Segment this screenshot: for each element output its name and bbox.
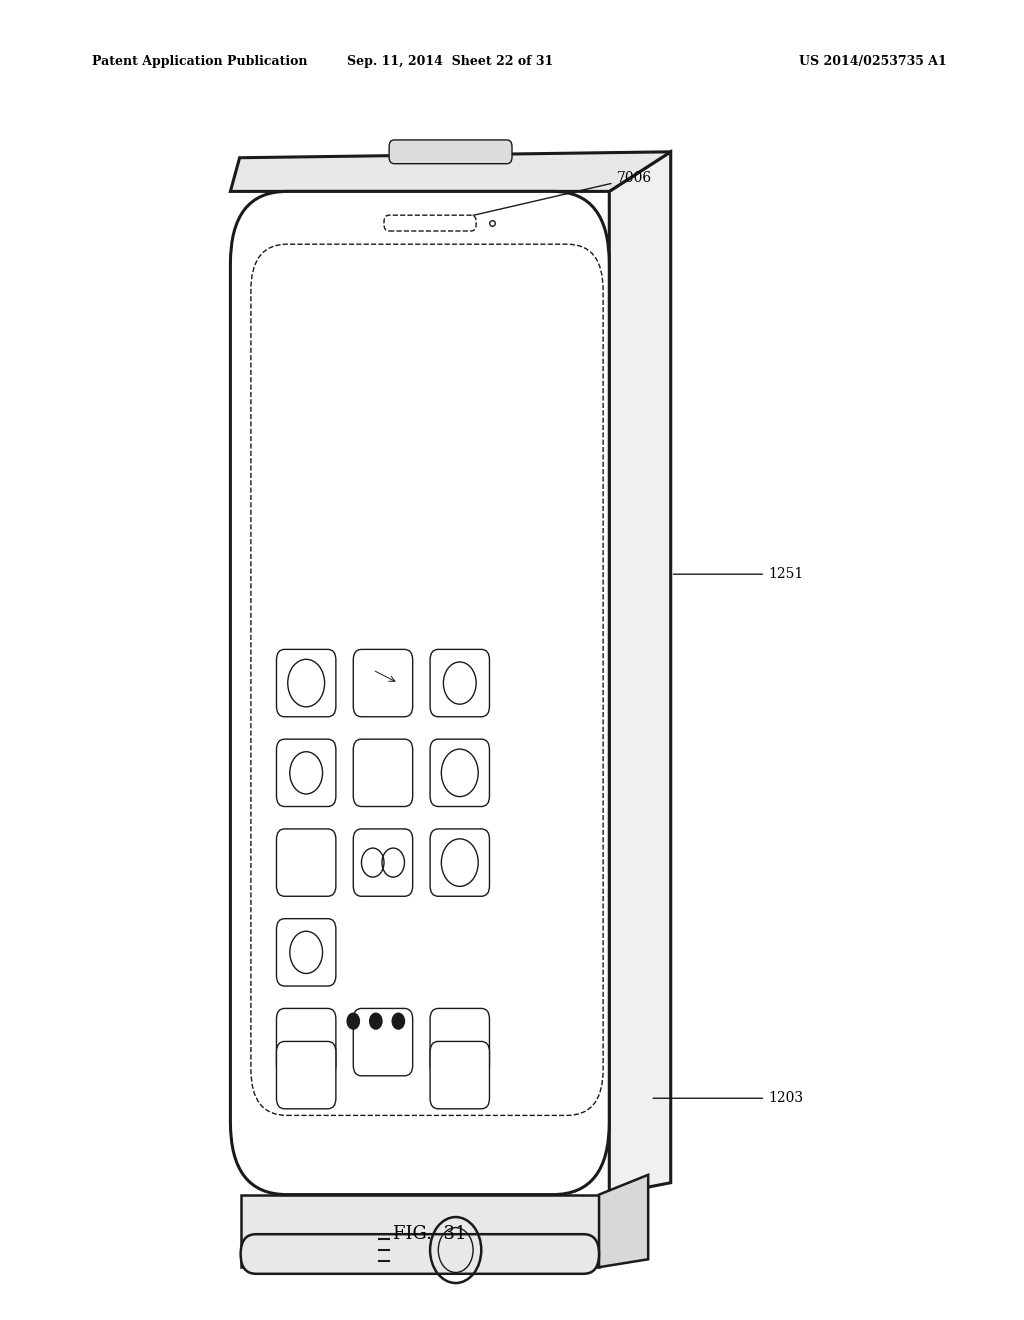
Polygon shape: [599, 1175, 648, 1267]
FancyBboxPatch shape: [230, 191, 609, 1195]
FancyBboxPatch shape: [430, 739, 489, 807]
FancyBboxPatch shape: [430, 649, 489, 717]
Circle shape: [370, 1014, 382, 1030]
Text: Sep. 11, 2014  Sheet 22 of 31: Sep. 11, 2014 Sheet 22 of 31: [347, 55, 554, 69]
Text: 7006: 7006: [449, 172, 651, 222]
Circle shape: [347, 1014, 359, 1030]
FancyBboxPatch shape: [276, 829, 336, 896]
FancyBboxPatch shape: [353, 739, 413, 807]
FancyBboxPatch shape: [276, 649, 336, 717]
Text: 1251: 1251: [674, 568, 803, 581]
FancyBboxPatch shape: [353, 649, 413, 717]
Polygon shape: [609, 152, 671, 1195]
FancyBboxPatch shape: [276, 1008, 336, 1076]
FancyBboxPatch shape: [430, 1008, 489, 1076]
FancyBboxPatch shape: [389, 140, 512, 164]
Text: Patent Application Publication: Patent Application Publication: [92, 55, 307, 69]
FancyBboxPatch shape: [276, 739, 336, 807]
FancyBboxPatch shape: [241, 1234, 599, 1274]
Polygon shape: [241, 1195, 599, 1267]
FancyBboxPatch shape: [276, 919, 336, 986]
Text: 1203: 1203: [653, 1092, 803, 1105]
FancyBboxPatch shape: [353, 829, 413, 896]
FancyBboxPatch shape: [251, 244, 603, 1115]
Text: FIG.  31: FIG. 31: [393, 1225, 467, 1243]
FancyBboxPatch shape: [353, 1008, 413, 1076]
FancyBboxPatch shape: [384, 215, 476, 231]
Polygon shape: [230, 152, 671, 191]
Text: US 2014/0253735 A1: US 2014/0253735 A1: [799, 55, 946, 69]
Circle shape: [392, 1014, 404, 1030]
FancyBboxPatch shape: [430, 1041, 489, 1109]
FancyBboxPatch shape: [276, 1041, 336, 1109]
FancyBboxPatch shape: [430, 829, 489, 896]
